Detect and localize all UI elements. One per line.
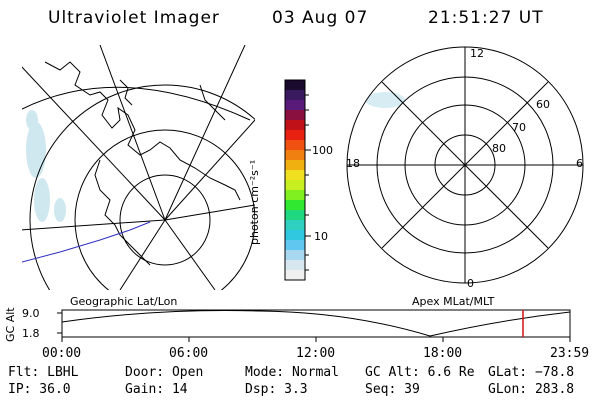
mlt-label-18: 18 [346,157,360,170]
status-filter: Flt: LBHL [8,365,79,380]
altitude-plot [57,309,571,342]
colorbar-segment [285,110,305,121]
colorbar-label: photon cm⁻²s⁻¹ [248,159,261,245]
altitude-ylabel: GC Alt [4,307,17,342]
xtick-2359: 23:59 [550,346,590,361]
status-glat: GLat: −78.8 [488,365,575,380]
status-gc-alt: GC Alt: 6.6 Re [365,365,475,380]
colorbar-tick-100: 100 [312,144,333,157]
status-glon: GLon: 283.8 [488,382,575,397]
colorbar-segment [285,140,305,151]
date-label: 03 Aug 07 [272,8,369,28]
status-seq: Seq: 39 [365,382,420,397]
colorbar-segment [285,170,305,181]
colorbar-segment [285,220,305,231]
colorbar-segment [285,130,305,141]
xtick-1800: 18:00 [423,346,463,361]
status-door: Door: Open [125,365,204,380]
colorbar-segment [285,250,305,261]
altitude-ytick-low: 1.8 [22,327,40,340]
colorbar-segment [285,160,305,171]
status-mode: Mode: Normal [245,365,339,380]
altitude-ytick-high: 9.0 [22,307,40,320]
mlat-label-80: 80 [492,142,506,155]
mlt-label-12: 12 [470,47,484,60]
time-label: 21:51:27 UT [428,8,544,28]
colorbar-segment [285,90,305,101]
colorbar-tick-10: 10 [314,230,328,243]
colorbar-segment [285,180,305,191]
app-title: Ultraviolet Imager [48,8,220,28]
status-gain: Gain: 14 [125,382,188,397]
mlat-label-70: 70 [512,121,526,134]
colorbar-segment [285,100,305,111]
mlt-label-0: 0 [467,277,474,290]
colorbar-segment [285,240,305,251]
colorbar-segment [285,210,305,221]
colorbar-segment [285,150,305,161]
xtick-0600: 06:00 [169,346,209,361]
xtick-0000: 00:00 [42,346,82,361]
colorbar-segment [285,120,305,131]
status-ip: IP: 36.0 [8,382,71,397]
colorbar-segment [285,270,305,281]
colorbar-segment [285,230,305,241]
mlat-label-60: 60 [536,98,550,111]
geographic-caption: Geographic Lat/Lon [70,295,178,308]
colorbar-segment [285,260,305,271]
colorbar [285,80,305,281]
colorbar-segment [285,80,305,91]
colorbar-segment [285,200,305,211]
mlt-label-6: 6 [576,157,583,170]
colorbar-segment [285,190,305,201]
xtick-1200: 12:00 [296,346,336,361]
status-dsp: Dsp: 3.3 [245,382,308,397]
apex-caption: Apex MLat/MLT [412,295,495,308]
